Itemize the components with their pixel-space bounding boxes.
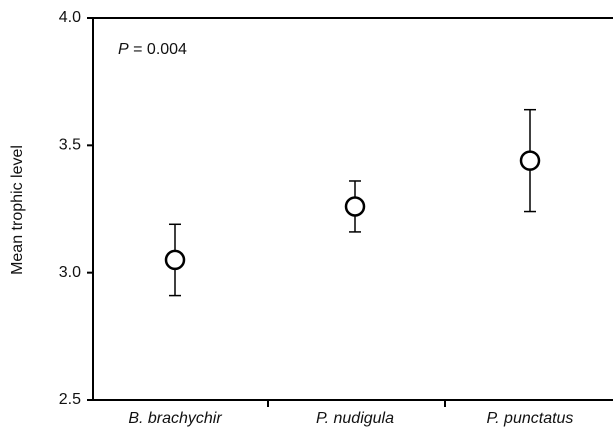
y-tick-label: 4.0 [59, 9, 81, 26]
point [344, 196, 366, 217]
y-tick-label: 2.5 [59, 391, 81, 408]
y-tick-label: 3.5 [59, 137, 81, 154]
y-axis-label: Mean trophic level [9, 145, 26, 275]
annotation-var: P [118, 41, 129, 58]
x-tick-label: B. brachychir [128, 410, 222, 427]
annotation: P = 0.004 [118, 41, 187, 58]
x-tick-label: P. nudigula [316, 410, 394, 427]
annotation-text: = 0.004 [133, 41, 187, 58]
y-tick-label: 3.0 [59, 264, 81, 281]
point [519, 150, 541, 171]
x-tick-label: P. punctatus [487, 410, 574, 427]
point [164, 249, 186, 271]
